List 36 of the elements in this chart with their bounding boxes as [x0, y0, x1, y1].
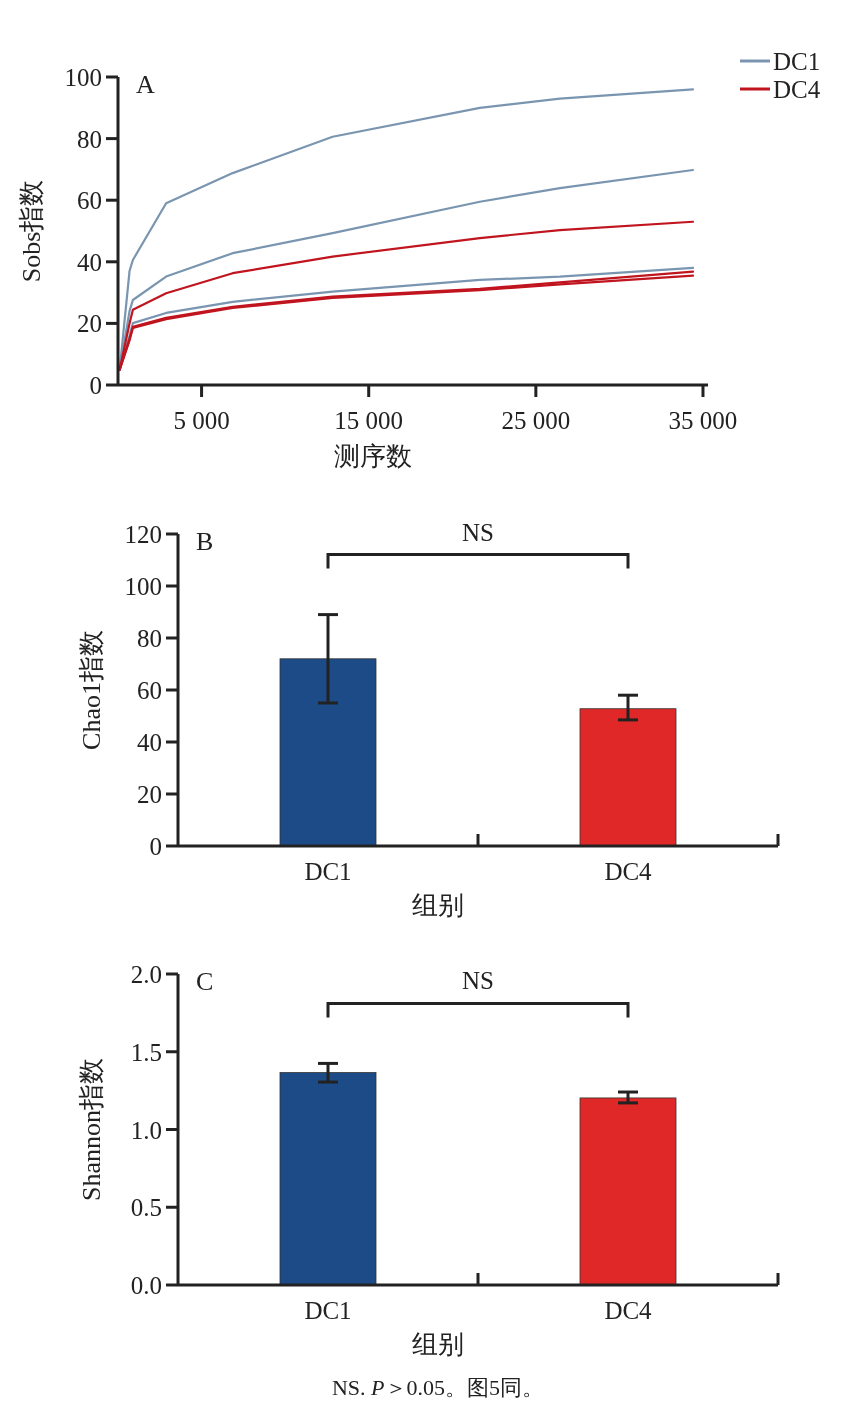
y-tick-label: 0.0 [130, 1272, 162, 1299]
y-tick-label: 20 [77, 310, 102, 338]
y-tick-label: 40 [77, 248, 102, 276]
y-tick-label: 1.5 [130, 1038, 162, 1066]
x-axis-title: 测序数 [334, 442, 412, 471]
y-axis-title: Shannon指数 [77, 1058, 106, 1201]
y-tick-label: 1.0 [130, 1116, 162, 1144]
text: NS. P＞0.05。图5同。 [331, 1375, 545, 1400]
y-tick-label: 0 [89, 372, 102, 399]
y-tick-label: 0 [149, 833, 162, 860]
y-axis-title: Sobs指数 [17, 179, 46, 283]
y-tick-label: 0.5 [130, 1194, 162, 1222]
y-tick-label: 60 [137, 677, 162, 704]
y-tick-label: 20 [137, 781, 162, 808]
x-tick-label: 15 000 [334, 407, 404, 434]
y-tick-label: 60 [77, 187, 102, 215]
annotation: NS [462, 518, 494, 546]
y-tick-label: 100 [124, 573, 162, 600]
legend-label: DC1 [773, 48, 821, 75]
chart-title: A [136, 70, 155, 99]
x-tick-label: 5 000 [173, 407, 230, 434]
y-tick-label: 120 [124, 521, 162, 548]
y-axis-title: Chao1指数 [77, 630, 106, 750]
x-tick-label: 25 000 [501, 407, 571, 434]
chart-title: B [196, 527, 214, 556]
x-axis-title: 组别 [412, 1330, 464, 1359]
y-tick-label: 2.0 [130, 961, 162, 988]
y-tick-label: 80 [137, 625, 162, 652]
x-tick-label: 35 000 [668, 407, 738, 434]
chart-title: C [196, 967, 214, 996]
annotation: NS [462, 967, 494, 995]
y-tick-label: 100 [64, 64, 102, 91]
y-tick-label: 80 [77, 125, 102, 153]
legend-label: DC4 [773, 76, 821, 103]
y-tick-label: 40 [137, 729, 162, 756]
x-axis-title: 组别 [412, 891, 464, 920]
